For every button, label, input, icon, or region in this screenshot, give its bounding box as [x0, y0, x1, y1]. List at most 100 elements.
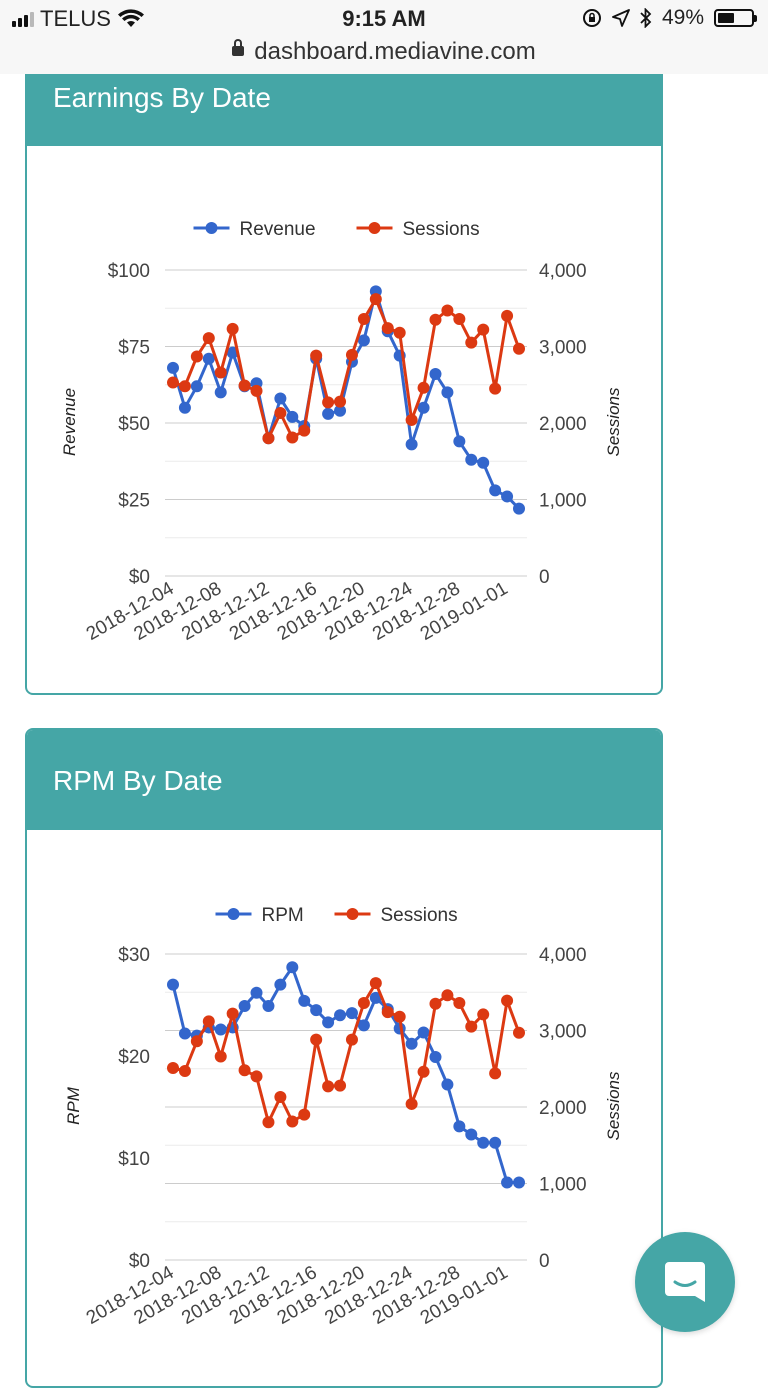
data-point — [501, 994, 514, 1007]
data-point — [262, 1000, 275, 1013]
status-bar: TELUS 9:15 AM 49% dashboard.mediavine.co… — [0, 0, 768, 74]
data-point — [286, 431, 299, 444]
data-point — [178, 401, 191, 414]
data-point — [417, 381, 430, 394]
y-tick-label: $10 — [118, 1149, 150, 1170]
data-point — [167, 376, 179, 389]
data-point — [489, 1136, 502, 1149]
legend: RPM Sessions — [215, 905, 458, 926]
data-point — [465, 453, 478, 466]
data-point — [357, 334, 370, 347]
data-point — [214, 1023, 227, 1036]
legend-label: Revenue — [240, 219, 316, 240]
data-point — [489, 484, 502, 497]
y2-tick-label: 4,000 — [539, 261, 587, 282]
y-tick-label: $0 — [129, 567, 150, 588]
wifi-icon — [117, 9, 144, 27]
data-point — [334, 404, 347, 417]
data-point — [322, 1016, 335, 1029]
data-point — [334, 1079, 347, 1092]
earnings-chart: $0 $25 $50 $75 $100 0 1,000 2,000 3,000 4,000 Reve… — [60, 219, 623, 645]
data-point — [274, 392, 287, 405]
chat-button[interactable] — [635, 1232, 735, 1332]
data-point — [513, 1026, 525, 1039]
data-point — [513, 1176, 525, 1189]
series-line — [171, 965, 519, 1184]
data-point — [274, 407, 287, 420]
legend-marker — [227, 908, 240, 920]
data-point — [238, 1000, 251, 1013]
data-point — [274, 1091, 287, 1104]
data-point — [357, 1019, 370, 1032]
y-tick-label: $30 — [118, 945, 150, 966]
data-point — [477, 456, 490, 469]
data-point — [465, 1020, 478, 1033]
data-point — [393, 1010, 406, 1023]
data-point — [238, 1064, 251, 1077]
data-point — [214, 1050, 227, 1063]
legend-label: RPM — [262, 905, 304, 926]
series-rpm — [167, 961, 525, 1189]
data-point — [190, 350, 203, 363]
data-point — [310, 1004, 323, 1017]
y2-tick-label: 1,000 — [539, 1175, 587, 1196]
y2-tick-label: 0 — [539, 1251, 550, 1272]
bluetooth-icon — [640, 8, 652, 28]
data-point — [190, 380, 203, 393]
data-point — [381, 1006, 394, 1019]
data-point — [167, 1061, 179, 1074]
signal-icon — [12, 11, 34, 27]
legend-label: Sessions — [381, 905, 458, 926]
data-point — [286, 1115, 299, 1128]
data-point — [501, 1176, 514, 1189]
data-point — [381, 322, 394, 335]
y2-axis-label: Sessions — [604, 387, 623, 456]
data-point — [322, 407, 335, 420]
data-point — [298, 1108, 311, 1121]
data-point — [345, 348, 358, 361]
y-tick-label: $20 — [118, 1047, 150, 1068]
data-point — [226, 1007, 239, 1020]
data-point — [178, 380, 191, 393]
data-point — [489, 382, 502, 395]
y-tick-label: $100 — [108, 261, 150, 282]
data-point — [250, 384, 263, 397]
data-point — [250, 986, 263, 999]
data-point — [501, 490, 514, 503]
data-point — [465, 1128, 478, 1141]
battery-icon — [714, 9, 757, 27]
data-point — [477, 323, 490, 336]
data-point — [214, 386, 227, 399]
data-point — [513, 342, 525, 355]
data-point — [262, 432, 275, 445]
data-point — [369, 293, 382, 306]
legend: Revenue Sessions — [193, 219, 480, 240]
data-point — [178, 1065, 191, 1078]
data-point — [453, 1120, 466, 1133]
y-tick-label: $50 — [118, 414, 150, 435]
series-sessions — [167, 293, 525, 445]
data-point — [250, 1070, 263, 1083]
address-bar[interactable]: dashboard.mediavine.com — [0, 38, 768, 66]
y-tick-label: $75 — [118, 338, 150, 359]
data-point — [393, 326, 406, 339]
chat-icon — [665, 1262, 705, 1302]
data-point — [453, 312, 466, 325]
y2-tick-label: 3,000 — [539, 1022, 587, 1043]
data-point — [441, 386, 454, 399]
status-right: 49% — [582, 6, 757, 30]
data-point — [489, 1067, 502, 1080]
data-point — [429, 368, 442, 381]
data-point — [429, 313, 442, 326]
data-point — [405, 1097, 418, 1110]
card-title: RPM By Date — [27, 730, 661, 830]
data-point — [405, 438, 418, 451]
data-point — [453, 435, 466, 448]
data-point — [178, 1027, 191, 1040]
data-point — [202, 352, 215, 365]
y2-tick-label: 1,000 — [539, 491, 587, 512]
data-point — [477, 1008, 490, 1021]
data-point — [310, 1033, 323, 1046]
y-tick-label: $0 — [129, 1251, 150, 1272]
rpm-chart: $0 $10 $20 $30 0 1,000 2,000 3,000 4,000 RPM Sessi… — [64, 905, 623, 1329]
